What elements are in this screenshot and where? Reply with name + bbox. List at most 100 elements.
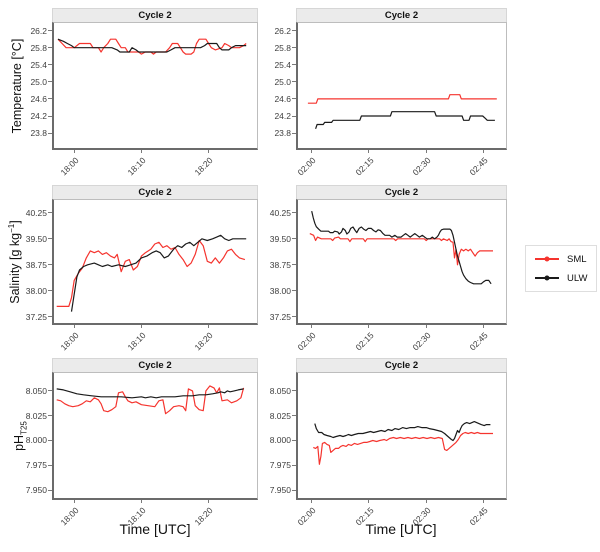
ytick-mark — [292, 316, 296, 318]
ytick-label: 8.025 — [269, 410, 291, 421]
xtick-mark — [73, 150, 75, 153]
y-axis-title-ph: pHT25 — [8, 351, 29, 521]
ytick-label: 25.0 — [274, 76, 291, 87]
ytick-label: 39.50 — [269, 233, 291, 244]
ytick-label: 8.050 — [269, 385, 291, 396]
xtick-mark — [311, 150, 313, 153]
xtick-label: 02:30 — [410, 155, 433, 178]
series-line-sml — [309, 233, 493, 266]
xtick-mark — [368, 150, 370, 153]
legend-line-sml — [535, 256, 559, 262]
xtick-label: 02:15 — [353, 155, 376, 178]
xtick-mark — [311, 500, 313, 503]
plot-area-ph-left: 7.950 7.975 8.000 8.025 8.050 18:00 18:10 18:20 — [26, 372, 258, 527]
xtick-label: 18:20 — [192, 330, 215, 353]
ytick-label: 37.25 — [25, 311, 47, 322]
ytick-mark — [292, 132, 296, 134]
facet-strip-title: Cycle 2 — [52, 185, 258, 199]
ytick-mark — [48, 81, 52, 83]
series-line-sml — [56, 239, 246, 308]
ytick-mark — [292, 64, 296, 66]
xtick-label: 18:10 — [125, 155, 148, 178]
legend-label-ulw: ULW — [567, 272, 588, 284]
legend-item-ulw: ULW — [535, 273, 596, 284]
ytick-mark — [48, 30, 52, 32]
series-line-sml — [313, 431, 493, 465]
ytick-label: 40.25 — [269, 207, 291, 218]
plot-canvas — [313, 420, 493, 465]
ytick-mark — [292, 464, 296, 466]
ytick-mark — [48, 264, 52, 266]
xtick-mark — [73, 325, 75, 328]
ytick-label: 24.2 — [274, 111, 291, 121]
xtick-mark — [140, 325, 142, 328]
series-line-ulw — [56, 388, 244, 399]
ytick-label: 26.2 — [274, 25, 291, 36]
series-line-ulw — [311, 210, 492, 285]
xtick-label: 02:00 — [295, 330, 319, 353]
xtick-mark — [425, 500, 427, 503]
ytick-mark — [48, 238, 52, 240]
facet-panel-salinity-left: Cycle 2 37.25 38.00 38.75 39.50 40.25 18:00 18… — [26, 185, 258, 352]
ytick-mark — [292, 115, 296, 117]
ytick-mark — [292, 290, 296, 292]
legend: SML ULW — [525, 245, 597, 292]
xtick-label: 02:00 — [295, 155, 319, 178]
y-axis-title-text: Salinity [g kg — [8, 232, 23, 304]
ytick-mark — [292, 415, 296, 417]
y-axis-title-sub: T25 — [19, 421, 29, 435]
xtick-label: 02:45 — [467, 330, 490, 353]
xtick-mark — [208, 150, 210, 153]
ytick-label: 38.75 — [25, 259, 47, 270]
ytick-mark — [48, 464, 52, 466]
ytick-mark — [292, 238, 296, 240]
facet-panel-temperature-left: Cycle 2 23.8 24.2 24.6 25.0 25.4 25.8 26.2 18:0… — [30, 8, 258, 177]
facet-strip-title: Cycle 2 — [52, 8, 258, 22]
ytick-label: 23.8 — [30, 128, 47, 139]
xtick-mark — [425, 150, 427, 153]
xtick-label: 02:30 — [410, 330, 433, 353]
xtick-mark — [482, 500, 484, 503]
ytick-label: 24.2 — [30, 111, 47, 121]
ytick-mark — [48, 115, 52, 117]
ytick-label: 38.00 — [269, 285, 291, 296]
series-line-ulw — [315, 111, 495, 129]
ytick-label: 8.000 — [25, 435, 47, 446]
ytick-mark — [48, 64, 52, 66]
ytick-label: 8.025 — [25, 410, 47, 421]
xtick-label: 02:45 — [467, 505, 490, 528]
ytick-mark — [48, 390, 52, 392]
xtick-label: 18:00 — [58, 330, 81, 353]
ytick-mark — [292, 81, 296, 83]
xtick-mark — [311, 325, 313, 328]
ytick-label: 25.4 — [30, 59, 47, 70]
ytick-label: 40.25 — [25, 207, 47, 218]
ytick-label: 24.6 — [274, 93, 291, 104]
ytick-mark — [48, 47, 52, 49]
facet-strip-title: Cycle 2 — [296, 185, 507, 199]
xtick-mark — [140, 150, 142, 153]
legend-item-sml: SML — [535, 254, 596, 265]
xtick-label: 02:00 — [295, 505, 319, 528]
ytick-mark — [292, 390, 296, 392]
ytick-mark — [48, 98, 52, 100]
ytick-mark — [48, 290, 52, 292]
y-axis-title-text: Temperature [°C] — [10, 38, 25, 134]
legend-dot-ulw — [544, 275, 550, 281]
ytick-mark — [292, 47, 296, 49]
series-line-ulw — [70, 234, 247, 312]
ytick-label: 7.975 — [269, 460, 291, 471]
xtick-label: 18:00 — [58, 505, 81, 528]
plot-canvas — [56, 234, 247, 312]
ytick-label: 25.8 — [30, 42, 47, 53]
xtick-label: 02:15 — [353, 330, 376, 353]
facet-panel-ph-left: Cycle 2 7.950 7.975 8.000 8.025 8.050 18:00 18… — [26, 358, 258, 527]
xtick-mark — [482, 325, 484, 328]
facet-panel-salinity-right: Cycle 2 37.25 38.00 38.75 39.50 40.25 02:00 02… — [270, 185, 507, 352]
facet-panel-temperature-right: Cycle 2 23.8 24.2 24.6 25.0 25.4 25.8 26.2 02:0… — [274, 8, 507, 177]
ytick-label: 7.950 — [25, 485, 47, 496]
ytick-label: 38.75 — [269, 259, 291, 270]
series-line-sml — [307, 94, 497, 104]
y-axis-title-temperature: Temperature [°C] — [6, 1, 25, 171]
xtick-label: 18:00 — [58, 155, 81, 178]
